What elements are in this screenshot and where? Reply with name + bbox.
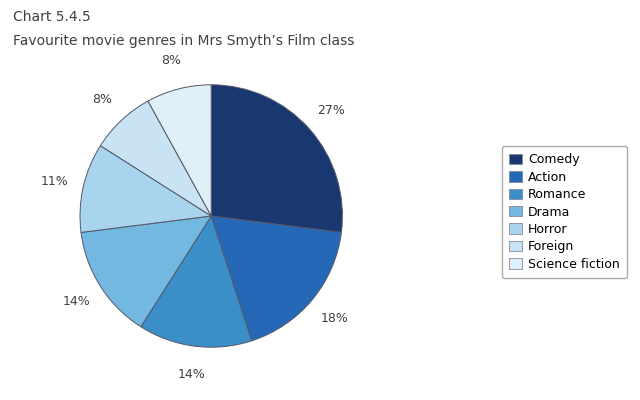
- Text: 14%: 14%: [177, 368, 205, 381]
- Text: 27%: 27%: [317, 104, 345, 117]
- Wedge shape: [148, 85, 211, 216]
- Text: 14%: 14%: [62, 295, 90, 308]
- Text: 8%: 8%: [161, 54, 181, 68]
- Text: 8%: 8%: [92, 93, 111, 106]
- Wedge shape: [141, 216, 252, 347]
- Legend: Comedy, Action, Romance, Drama, Horror, Foreign, Science fiction: Comedy, Action, Romance, Drama, Horror, …: [502, 146, 627, 278]
- Text: 11%: 11%: [41, 174, 69, 188]
- Wedge shape: [81, 216, 211, 327]
- Text: Chart 5.4.5: Chart 5.4.5: [13, 10, 90, 24]
- Wedge shape: [211, 85, 342, 232]
- Wedge shape: [80, 146, 211, 232]
- Wedge shape: [100, 101, 211, 216]
- Wedge shape: [211, 216, 341, 341]
- Text: 18%: 18%: [321, 312, 348, 324]
- Text: Favourite movie genres in Mrs Smyth’s Film class: Favourite movie genres in Mrs Smyth’s Fi…: [13, 34, 354, 48]
